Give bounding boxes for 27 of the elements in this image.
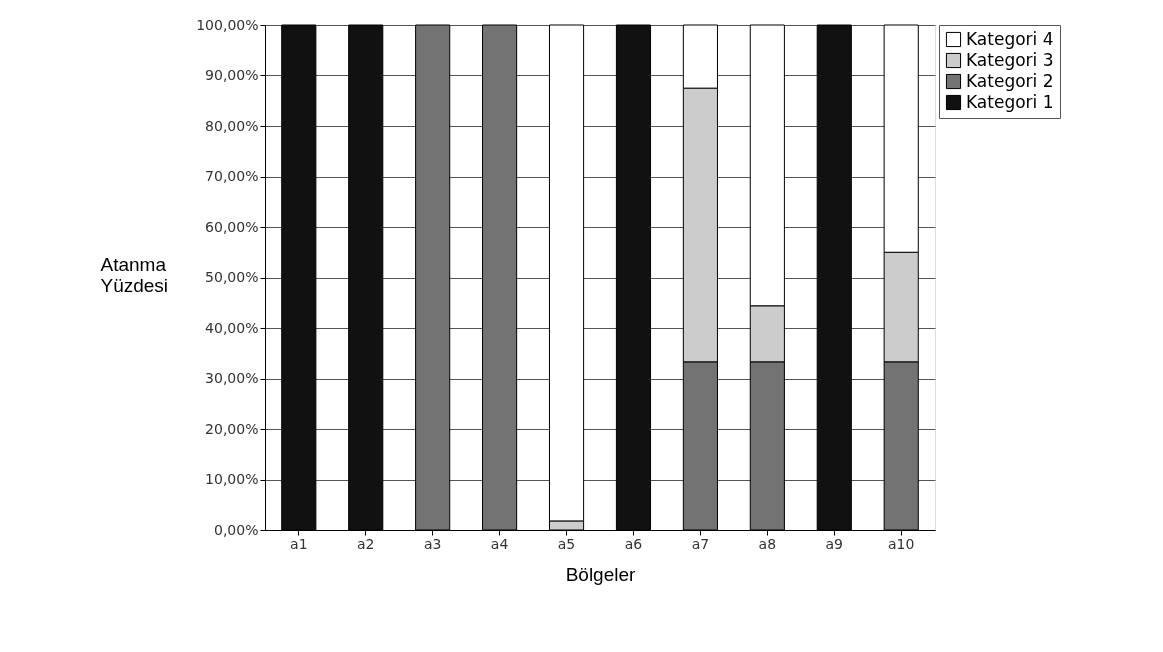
legend-label: Kategori 1 — [966, 91, 1054, 112]
y-tick-label: 30,00% — [205, 370, 259, 386]
y-tick-label: 10,00% — [205, 471, 259, 487]
x-tick-label: a9 — [825, 535, 844, 552]
legend-label: Kategori 2 — [966, 70, 1054, 91]
y-tick-label: 60,00% — [205, 218, 259, 235]
x-tick-label: a8 — [758, 535, 777, 552]
y-tick-label: 100,00% — [196, 16, 259, 33]
x-tick-label: a7 — [691, 535, 710, 552]
y-tick-label: 90,00% — [205, 67, 259, 83]
x-tick-label: a10 — [888, 535, 915, 552]
y-axis-title: Atanma Yüzdesi — [100, 253, 169, 296]
y-tick-label: 70,00% — [205, 168, 259, 184]
y-tick-label: 50,00% — [205, 269, 259, 285]
x-axis-title: Bölgeler — [565, 563, 637, 585]
y-tick-label: 80,00% — [205, 117, 259, 134]
x-tick-label: a6 — [624, 535, 643, 552]
x-tick-label: a2 — [356, 535, 375, 552]
x-tick-label: a3 — [423, 535, 442, 552]
x-tick-label: a5 — [557, 535, 576, 552]
y-tick-label: 40,00% — [205, 319, 259, 336]
x-tick-label: a4 — [490, 535, 509, 552]
x-tick-label: a1 — [290, 535, 308, 552]
legend-label: Kategori 3 — [966, 49, 1054, 70]
legend-label: Kategori 4 — [966, 28, 1054, 49]
y-tick-label: 0,00% — [214, 521, 259, 538]
y-tick-label: 20,00% — [205, 420, 259, 437]
